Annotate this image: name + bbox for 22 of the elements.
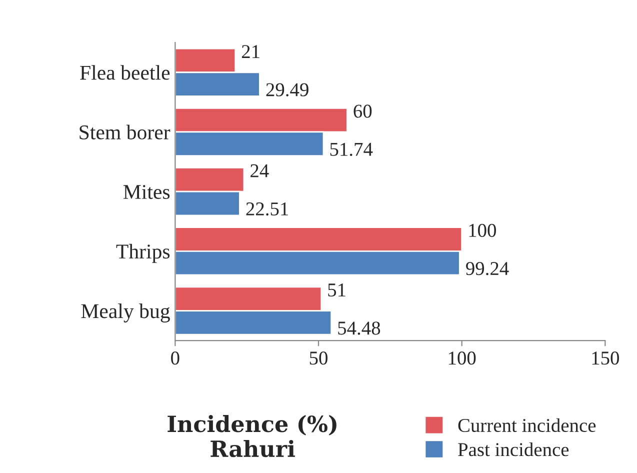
x-tick-label: 100 [448,352,476,365]
data-label: 22.51 [246,202,288,216]
x-tick-label: 50 [310,352,328,365]
x-axis-title: Incidence (%) Rahuri [168,415,336,458]
data-label: 29.49 [266,83,308,96]
y-tick-label: Mites [123,185,170,199]
x-tick-label: 0 [171,352,180,365]
y-tick-label: Stem borer [80,124,170,140]
x-tick-label: 150 [592,352,619,365]
data-label: 54.48 [338,322,380,335]
y-tick-label: Flea beetle [80,65,170,80]
y-tick-label: Mealy bug [81,304,170,322]
data-label: 51.74 [330,142,373,156]
legend-label: Current incidence [458,418,596,432]
data-label: 60 [354,104,372,118]
data-label: 51 [328,284,346,297]
data-label: 24 [250,164,269,178]
y-tick-label: Thrips [116,244,170,263]
data-label: 99.24 [466,262,509,276]
data-label: 21 [242,45,260,58]
legend-label: Past incidence [458,442,569,456]
data-label: 100 [469,224,496,237]
